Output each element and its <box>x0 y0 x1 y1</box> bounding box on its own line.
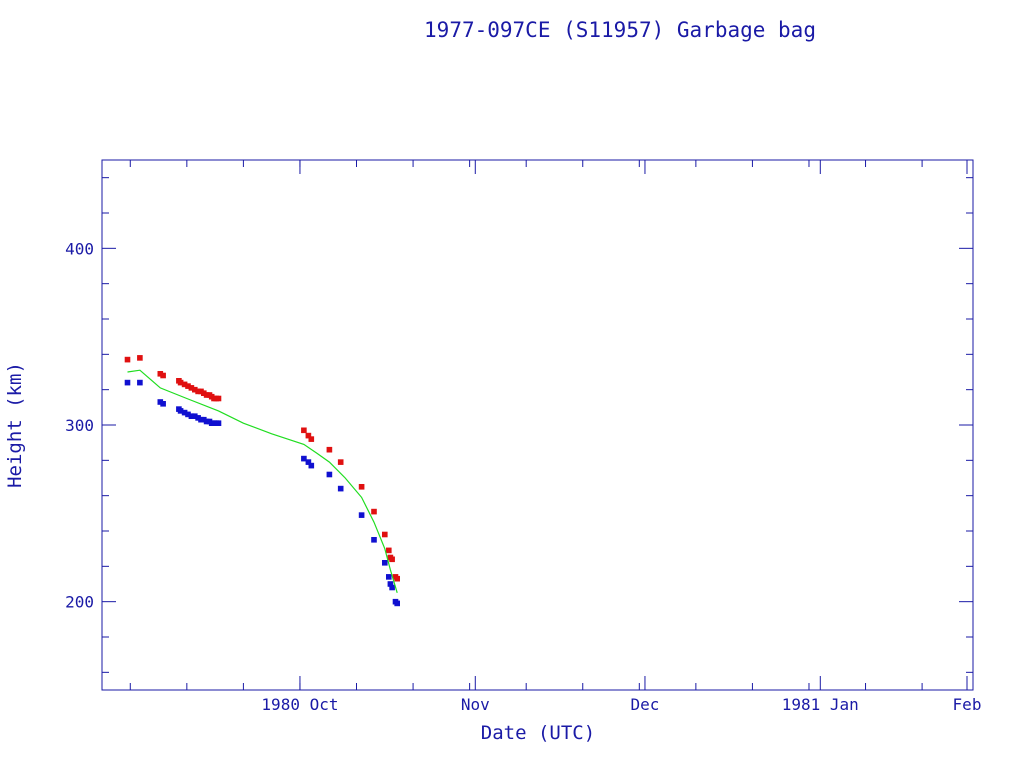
x-tick-label: Dec <box>631 695 660 714</box>
apogee-point <box>326 446 333 453</box>
x-tick-label: Feb <box>953 695 982 714</box>
apogee-point <box>301 427 307 434</box>
perigee-point <box>358 512 365 518</box>
apogee-point <box>371 508 377 515</box>
perigee-point <box>215 420 222 427</box>
perigee-point <box>385 574 392 580</box>
apogee-point <box>337 459 344 465</box>
y-tick-label: 200 <box>65 593 94 612</box>
perigee-point <box>337 485 344 492</box>
perigee-point <box>389 584 395 591</box>
perigee-point <box>160 400 166 407</box>
y-tick-label: 400 <box>65 239 94 258</box>
axis-tick-labels: 200 300 400 1980 Oct Nov Dec 1981 Jan Feb <box>65 239 981 714</box>
perigee-point <box>137 379 143 386</box>
perigee-point <box>326 471 333 478</box>
apogee-point <box>308 436 315 442</box>
x-axis-label: Date (UTC) <box>481 722 595 744</box>
data-series <box>124 355 401 607</box>
apogee-point <box>215 395 222 402</box>
perigee-point <box>371 536 377 543</box>
perigee-point <box>308 462 315 469</box>
x-tick-label: 1981 Jan <box>782 695 859 714</box>
perigee-point <box>394 600 401 607</box>
perigee-point <box>305 459 312 465</box>
apogee-point <box>160 372 166 379</box>
plot-frame <box>101 159 974 691</box>
apogee-point <box>358 483 365 490</box>
y-axis-label: Height (km) <box>4 362 26 488</box>
perigee-point <box>124 379 131 386</box>
apogee-point <box>305 432 312 439</box>
y-tick-label: 300 <box>65 416 94 435</box>
apogee-point <box>381 531 388 538</box>
apogee-point <box>137 355 143 361</box>
mean-line <box>127 369 398 593</box>
axis-ticks <box>102 160 973 690</box>
apogee-point <box>389 556 395 563</box>
x-tick-label: 1980 Oct <box>261 695 338 714</box>
chart-title: 1977-097CE (S11957) Garbage bag <box>424 18 816 42</box>
perigee-point <box>301 455 307 462</box>
apogee-point <box>124 356 131 363</box>
perigee-point <box>381 559 388 566</box>
apogee-point <box>385 547 392 554</box>
apogee-point <box>394 575 401 582</box>
x-tick-label: Nov <box>461 695 490 714</box>
